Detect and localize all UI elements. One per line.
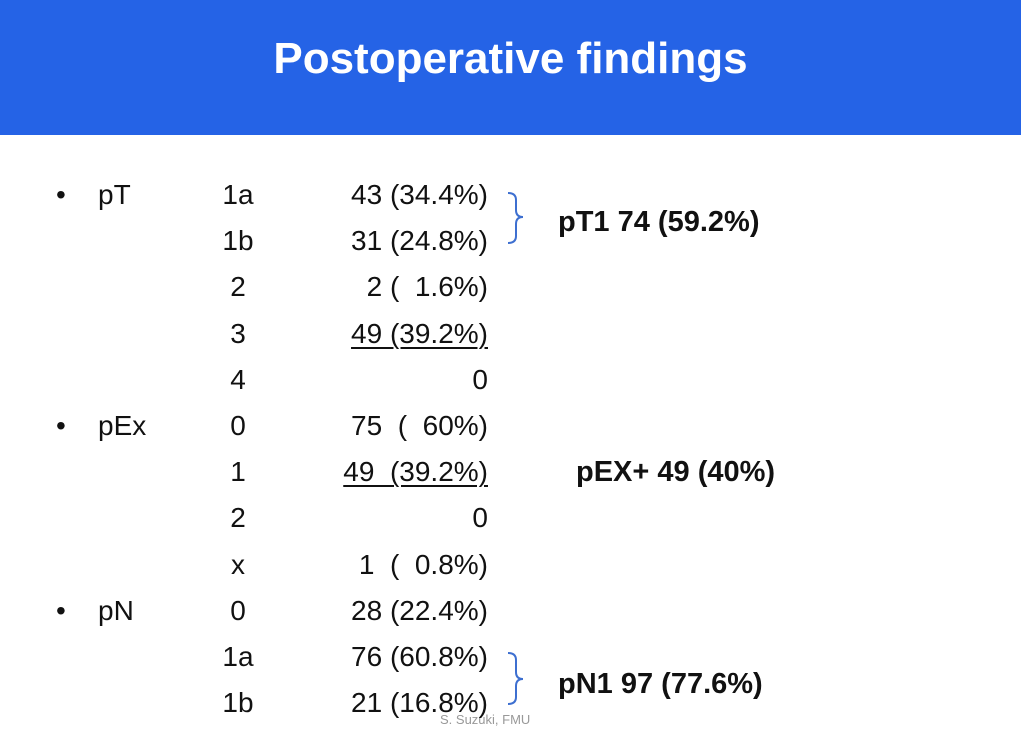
stage: 1b: [222, 687, 254, 719]
summary: pT1 74 (59.2%): [558, 206, 760, 238]
stage: 4: [230, 363, 246, 395]
summary: pN1 97 (77.6%): [558, 668, 763, 700]
stage: 3: [230, 317, 246, 349]
value: 0: [472, 502, 488, 534]
brace: [507, 652, 524, 705]
stage: 2: [230, 271, 246, 303]
value: 21 (16.8%): [351, 687, 488, 719]
stage: x: [231, 548, 245, 580]
value: 43 (34.4%): [351, 179, 488, 210]
value: 0: [472, 363, 488, 395]
value: 31 (24.8%): [351, 225, 488, 257]
bullet: •: [56, 179, 66, 210]
stage: 1a: [222, 179, 254, 210]
stage: 0: [230, 410, 246, 441]
stage: 1a: [222, 641, 254, 672]
stage: 1b: [222, 225, 254, 257]
stage: 2: [230, 502, 246, 534]
value: 1 ( 0.8%): [358, 548, 488, 580]
summary: pEX+ 49 (40%): [576, 456, 776, 488]
value: 75 ( 60%): [351, 410, 488, 441]
group-label: pT: [98, 179, 131, 210]
brace: [507, 192, 524, 244]
stage: 0: [230, 594, 246, 626]
value: 76 (60.8%): [351, 641, 488, 672]
value: 28 (22.4%): [351, 594, 488, 626]
stage: 1: [230, 456, 246, 488]
bullet: •: [56, 594, 66, 626]
header-band: Postoperative findings: [0, 0, 1021, 135]
slide-title: Postoperative findings: [273, 34, 748, 83]
group-label: pEx: [98, 410, 147, 441]
value: 49 (39.2%): [351, 317, 488, 349]
bullet: •: [56, 410, 66, 441]
footer: S. Suzuki, FMU: [440, 712, 531, 727]
value: 49 (39.2%): [343, 456, 488, 488]
group-label: pN: [98, 594, 134, 626]
value: 2 ( 1.6%): [366, 271, 488, 303]
